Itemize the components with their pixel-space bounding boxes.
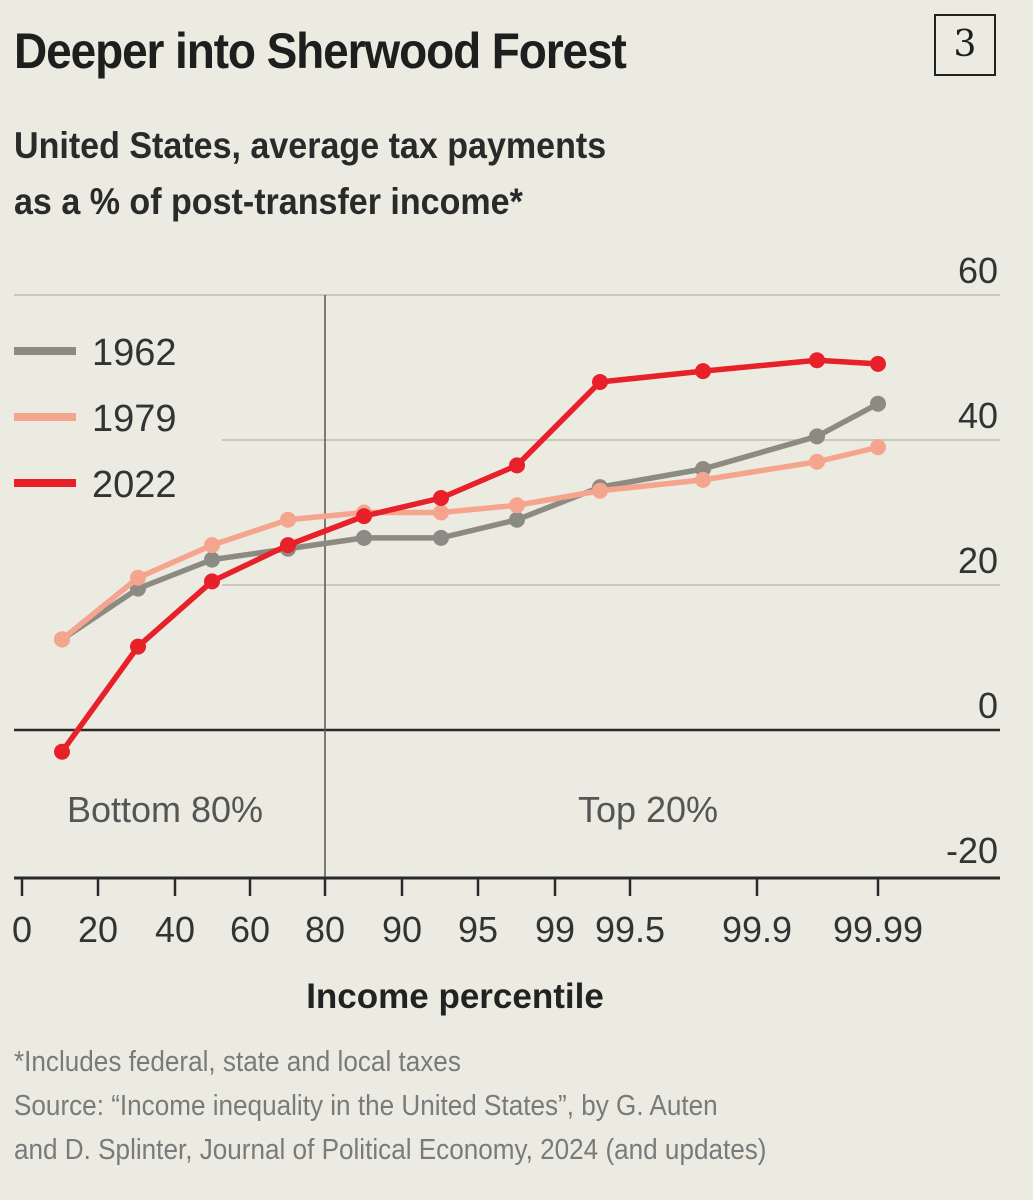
data-point-1979-92.5 — [433, 504, 449, 521]
x-tick-label-90: 90 — [382, 909, 422, 950]
x-tick-label-40: 40 — [155, 909, 195, 950]
x-tick-label-20: 20 — [78, 909, 118, 950]
data-point-1979-70 — [280, 511, 296, 528]
y-tick-label--20: -20 — [946, 830, 998, 871]
data-point-2022-99.95 — [809, 352, 825, 369]
x-tick-label-99.5: 99.5 — [595, 909, 665, 950]
data-point-1979-50 — [204, 537, 220, 554]
region-label-bottom: Bottom 80% — [67, 789, 263, 830]
data-point-1979-99.95 — [809, 453, 825, 470]
data-point-2022-99.75 — [695, 363, 711, 380]
legend-label-1979: 1979 — [92, 398, 177, 440]
x-tick-label-99: 99 — [535, 909, 575, 950]
subtitle-line-1: United States, average tax payments — [14, 125, 607, 166]
data-point-1979-99.75 — [695, 471, 711, 488]
data-point-1962-99.95 — [809, 428, 825, 445]
data-point-1979-99.99 — [870, 439, 886, 456]
subtitle-line-2: as a % of post-transfer income* — [14, 181, 523, 222]
source-line-2: and D. Splinter, Journal of Political Ec… — [14, 1134, 767, 1166]
data-point-1962-97 — [509, 511, 525, 528]
data-point-2022-99.99 — [870, 355, 886, 372]
data-point-1979-10 — [54, 631, 70, 648]
x-tick-label-60: 60 — [230, 909, 270, 950]
chart-title: Deeper into Sherwood Forest — [14, 23, 627, 79]
data-point-1979-30 — [130, 569, 146, 586]
x-axis-title: Income percentile — [306, 977, 604, 1016]
data-point-1962-50 — [204, 551, 220, 568]
y-tick-label-20: 20 — [958, 540, 998, 581]
data-point-2022-10 — [54, 743, 70, 760]
data-point-2022-70 — [280, 537, 296, 554]
data-point-1979-99.25 — [592, 482, 608, 499]
x-tick-label-0: 0 — [12, 909, 32, 950]
x-tick-label-99.9: 99.9 — [722, 909, 792, 950]
data-point-2022-85 — [356, 508, 372, 525]
data-point-1979-97 — [509, 497, 525, 514]
x-tick-label-95: 95 — [458, 909, 498, 950]
x-tick-label-80: 80 — [305, 909, 345, 950]
y-tick-label-60: 60 — [958, 250, 998, 291]
data-point-1962-92.5 — [433, 529, 449, 546]
region-label-top: Top 20% — [578, 789, 718, 830]
y-tick-label-40: 40 — [958, 395, 998, 436]
data-point-2022-97 — [509, 457, 525, 474]
data-point-1962-99.99 — [870, 395, 886, 412]
series-line-1979 — [59, 444, 881, 643]
legend-label-1962: 1962 — [92, 332, 177, 374]
data-point-2022-30 — [130, 638, 146, 655]
source-line-1: Source: “Income inequality in the United… — [14, 1090, 718, 1122]
data-point-2022-99.25 — [592, 374, 608, 390]
data-point-1962-85 — [356, 529, 372, 546]
chart-subtitle: United States, average tax payments as a… — [14, 118, 606, 230]
x-tick-label-99.99: 99.99 — [833, 909, 923, 950]
footnote: *Includes federal, state and local taxes… — [14, 1040, 767, 1172]
chart-number-badge: 3 — [934, 14, 996, 76]
line-chart: -20 0 20 40 60 Bottom 80% Top 20% 0 20 40 60 80 90 95… — [12, 250, 1000, 1016]
y-tick-label-0: 0 — [978, 685, 998, 726]
legend-label-2022: 2022 — [92, 464, 177, 506]
footnote-note: *Includes federal, state and local taxes — [14, 1046, 461, 1078]
data-point-2022-92.5 — [433, 490, 449, 506]
data-point-2022-50 — [204, 573, 220, 590]
